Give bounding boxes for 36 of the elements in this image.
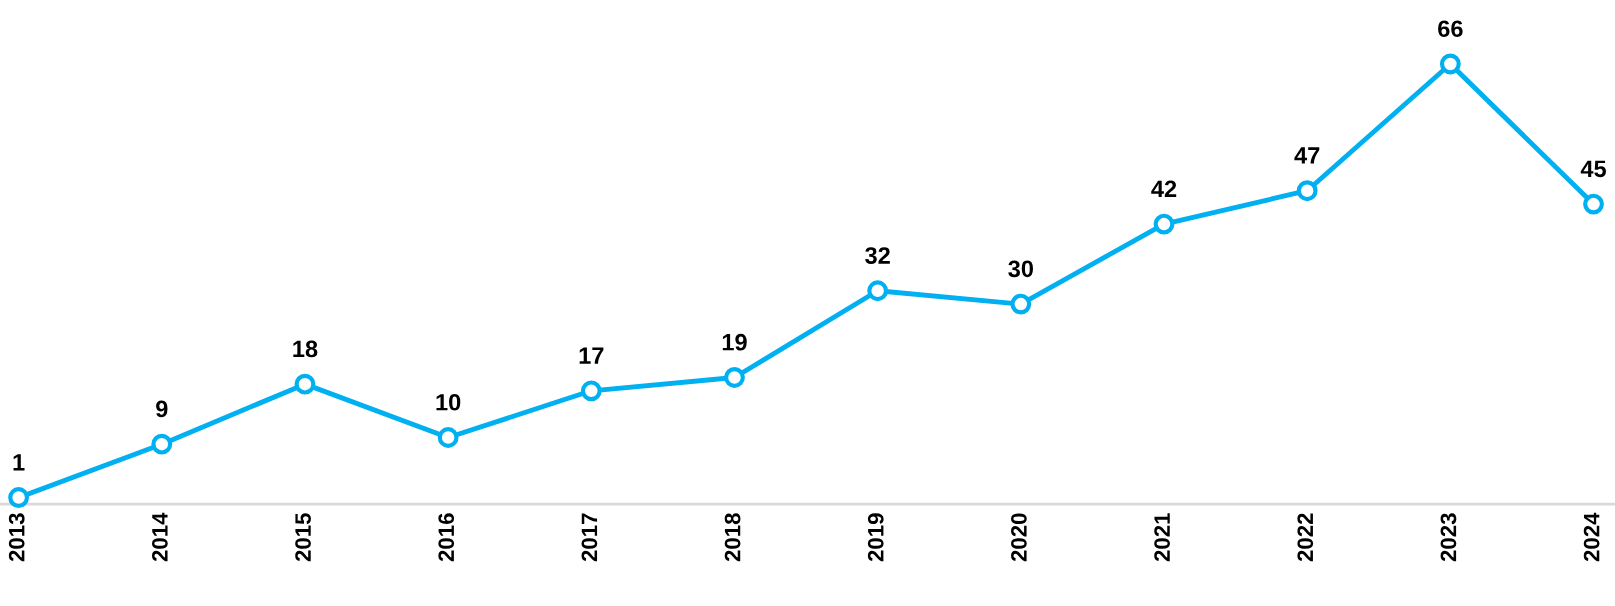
point [724, 367, 745, 388]
data-label: 10 [436, 393, 461, 411]
data-label: 66 [1438, 20, 1463, 38]
x-tick-label: 2013 [8, 513, 25, 562]
point [294, 373, 316, 395]
data-label: 9 [156, 400, 168, 418]
data-label: 17 [579, 347, 604, 364]
x-tick-label: 2015 [295, 513, 311, 562]
data-label: 18 [293, 340, 318, 358]
point [580, 380, 602, 402]
data-label: 42 [1151, 180, 1177, 197]
x-tick-label: 2017 [581, 513, 598, 562]
point [1296, 180, 1318, 202]
x-tick-label: 2024 [1583, 512, 1600, 562]
x-tick-label: 2021 [1154, 513, 1170, 562]
point [1153, 213, 1175, 235]
x-tick-label: 2023 [1440, 513, 1457, 562]
data-label: 30 [1008, 260, 1033, 278]
x-tick-label: 2016 [438, 513, 455, 562]
point [1583, 193, 1604, 215]
data-label: 19 [722, 333, 747, 351]
point [437, 427, 459, 448]
x-tick-label: 2019 [867, 513, 884, 562]
x-tick-label: 2014 [152, 512, 168, 562]
point [151, 433, 173, 455]
point [8, 487, 30, 508]
data-label: 47 [1294, 147, 1320, 164]
x-tick-label: 2022 [1297, 513, 1314, 562]
x-tick-label: 2018 [724, 513, 741, 562]
data-label: 32 [865, 247, 890, 264]
data-label: 45 [1580, 160, 1606, 178]
point [867, 280, 889, 302]
point [1439, 53, 1461, 75]
data-label: 1 [13, 454, 25, 471]
x-tick-label: 2020 [1011, 513, 1027, 562]
point [1010, 293, 1032, 315]
